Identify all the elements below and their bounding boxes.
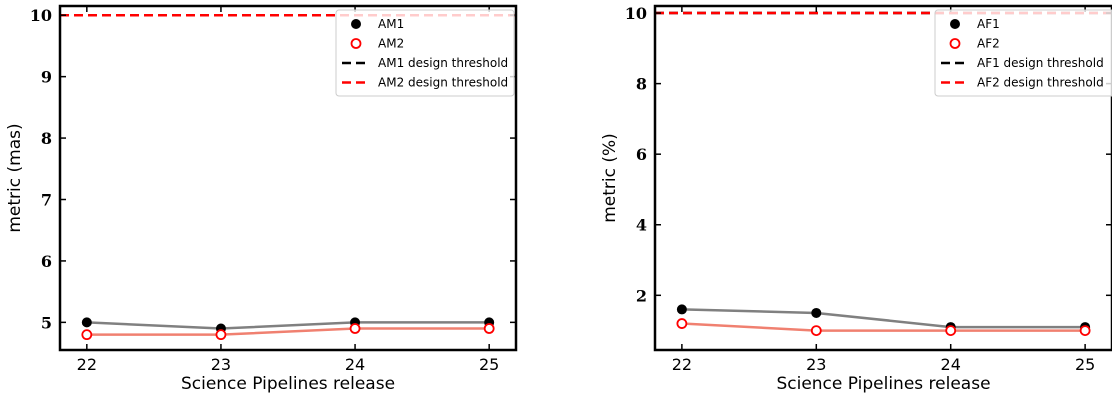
legend-label: AF1	[977, 17, 1000, 31]
data-point	[215, 329, 227, 341]
y-tick-label: 6	[636, 145, 647, 164]
legend-label: AF2 design threshold	[977, 76, 1104, 90]
legend-label: AF2	[977, 37, 1000, 51]
y-tick-label: 10	[625, 4, 647, 23]
x-tick-label: 23	[806, 355, 826, 374]
x-tick-label: 22	[77, 355, 97, 374]
data-point	[81, 317, 92, 328]
x-tick-label: 23	[211, 355, 231, 374]
y-tick-label: 9	[41, 68, 52, 87]
series-line-af2	[681, 322, 1086, 332]
y-tick-label: 5	[41, 313, 52, 332]
x-tick-label: 25	[479, 355, 499, 374]
legend-box	[934, 9, 1112, 97]
data-point	[81, 329, 93, 341]
series-line-am2	[86, 327, 490, 336]
data-point	[676, 304, 687, 315]
data-point	[676, 318, 688, 329]
legend-label: AM1 design threshold	[378, 56, 508, 70]
data-point	[349, 323, 361, 334]
x-tick-label: 24	[941, 355, 961, 374]
x-tick-label: 24	[345, 355, 365, 374]
y-tick-label: 10	[30, 6, 52, 25]
series-line-am1	[86, 321, 490, 330]
data-point	[1079, 325, 1091, 336]
plot-frame	[653, 4, 1112, 352]
x-tick-label: 25	[1075, 355, 1095, 374]
legend-marker-filled	[351, 19, 361, 29]
x-axis-label: Science Pipelines release	[181, 374, 395, 394]
chart-panel-1: 5 6 7 8 9 10 22 23 24 25 Science Pipelines release…	[5, 4, 518, 394]
legend-label: AM2 design threshold	[378, 76, 508, 90]
legend-label: AM2	[378, 37, 404, 51]
y-tick-label: 2	[636, 286, 647, 305]
y-axis-label: metric (mas)	[5, 123, 25, 232]
y-tick-label: 4	[636, 216, 647, 235]
y-tick-label: 7	[41, 191, 52, 210]
y-tick-label: 8	[41, 129, 52, 148]
legend-marker-open	[350, 38, 362, 49]
legend-marker-filled	[950, 19, 960, 29]
legend-label: AF1 design threshold	[977, 56, 1104, 70]
data-point	[945, 325, 957, 336]
data-point	[483, 323, 495, 334]
legend-marker-open	[949, 38, 961, 49]
y-tick-label: 6	[41, 252, 52, 271]
legend: AM1 AM2 AM1 design threshold AM2 design thr…	[335, 9, 515, 97]
y-tick-label: 8	[636, 75, 647, 94]
data-point	[810, 325, 822, 336]
x-tick-label: 22	[672, 355, 692, 374]
legend-label: AM1	[378, 17, 404, 31]
plot-frame	[58, 4, 518, 352]
y-axis-label: metric (%)	[600, 133, 620, 223]
x-axis-label: Science Pipelines release	[776, 374, 990, 394]
legend-box	[335, 9, 515, 97]
data-point	[811, 307, 822, 318]
legend: AF1 AF2 AF1 design threshold AF2 design thr…	[934, 9, 1112, 97]
series-line-af1	[681, 308, 1086, 329]
